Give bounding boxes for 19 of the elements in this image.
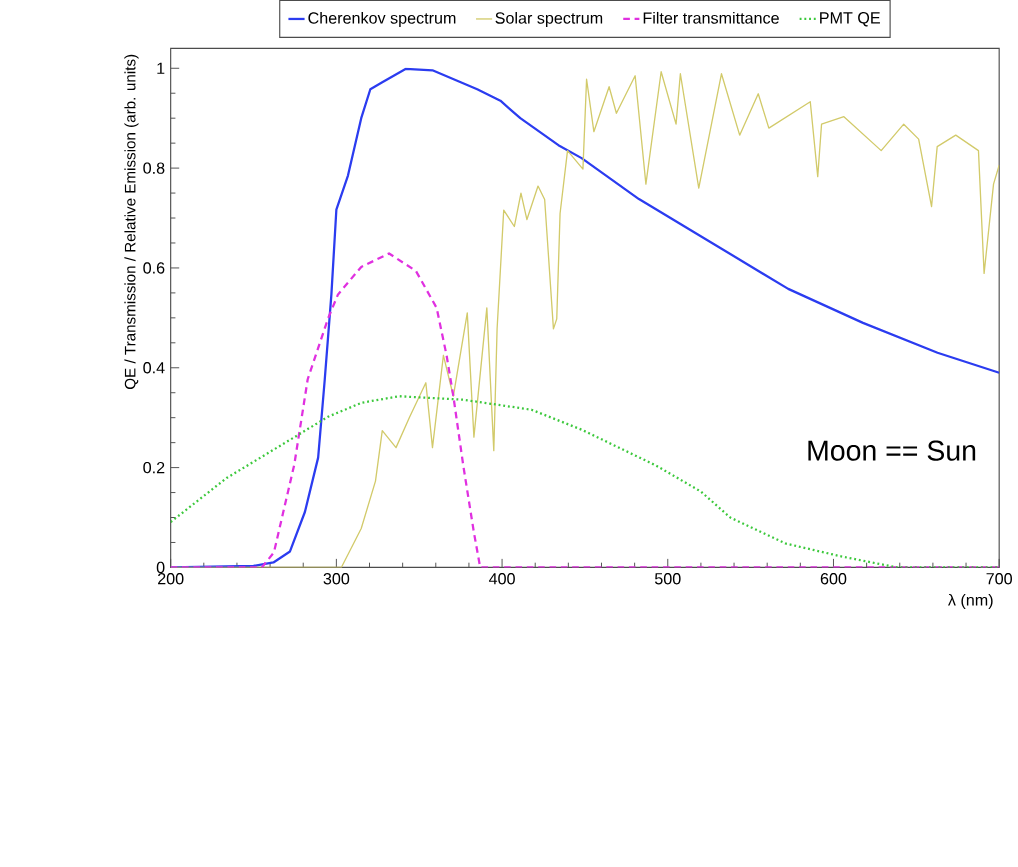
y-tick-label: 0.2 xyxy=(143,461,165,474)
x-tick-label: 700 xyxy=(986,573,1012,585)
y-tick-label: 0.4 xyxy=(143,362,165,374)
y-tick-label: 0.6 xyxy=(143,262,165,274)
legend-label: Filter transmittance xyxy=(643,11,779,24)
y-axis-title: QE / Transmission / Relative Emission (arb. units) xyxy=(124,54,139,390)
y-tick-label: 0 xyxy=(156,561,165,574)
annotation: Moon == Sun xyxy=(808,440,976,461)
x-tick-label: 400 xyxy=(488,573,515,585)
x-tick-label: 300 xyxy=(323,573,350,585)
legend-label: Cherenkov spectrum xyxy=(308,11,456,27)
x-axis-title: λ (nm) xyxy=(948,593,993,609)
y-tick-label: 0.8 xyxy=(143,162,165,174)
legend-label: PMT QE xyxy=(820,12,880,27)
x-tick-label: 200 xyxy=(158,573,184,585)
x-tick-label: 500 xyxy=(654,573,681,585)
x-tick-label: 600 xyxy=(820,573,847,585)
legend-label: Solar spectrum xyxy=(495,11,603,27)
y-tick-label: 1 xyxy=(157,62,165,74)
